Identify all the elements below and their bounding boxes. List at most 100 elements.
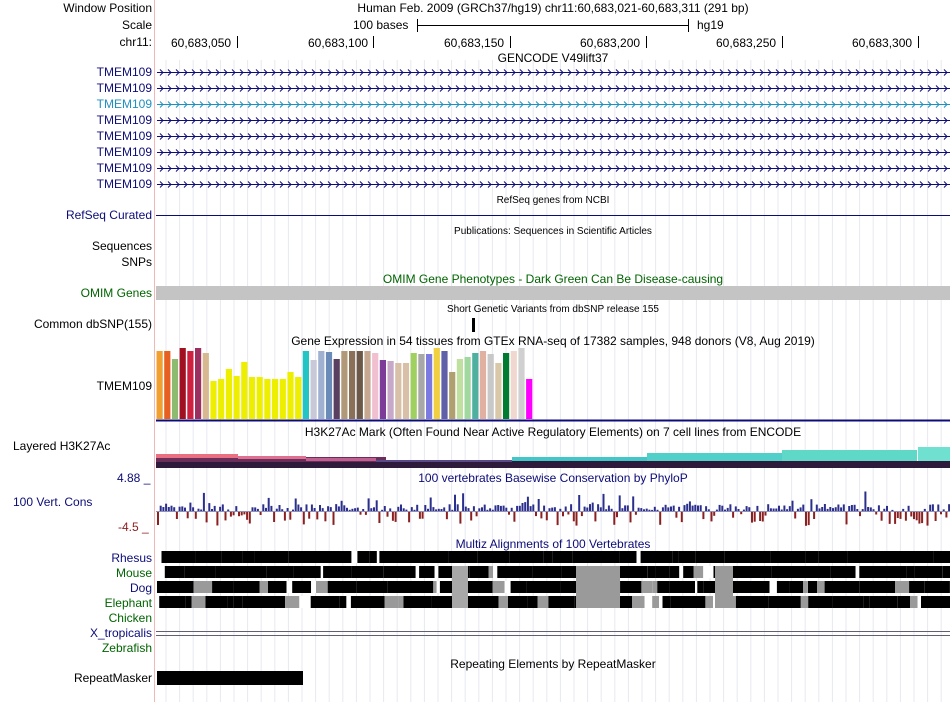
alignment-block [863,596,870,608]
publications-sequences-label[interactable]: Sequences [91,239,152,253]
phylop-score-bar [292,509,294,511]
phylop-score-bar [502,505,505,511]
alignment-block [830,566,856,578]
alignment-block [157,566,163,578]
multiz-species-label[interactable]: Zebrafish [101,641,152,655]
phylop-score-bar [653,506,656,511]
ruler-tick-label: 60,683,050 [171,36,232,50]
chromosome-label: chr11: [119,35,152,49]
phylop-score-bar [823,504,826,511]
phylop-score-bar [945,512,948,518]
phylop-score-bar [505,507,508,511]
alignment-block [221,551,243,563]
phylop-score-bar [869,507,872,511]
gencode-transcript-label[interactable]: TMEM109 [96,129,152,143]
alignment-block [847,551,881,563]
phylop-score-bar [661,507,664,511]
refseq-track-label[interactable]: RefSeq Curated [65,208,152,222]
gencode-transcript-label-highlighted[interactable]: TMEM109 [96,97,152,111]
alignment-block [387,581,406,593]
gencode-transcript-label[interactable]: TMEM109 [96,113,152,127]
alignment-block [498,596,508,608]
phylop-score-bar [481,507,483,511]
alignment-block [770,551,806,563]
base-position-ruler [237,19,919,48]
phylop-score-bar [688,501,691,511]
alignment-block [268,581,287,593]
phylop-score-bar [316,512,319,520]
phylop-score-bar [786,509,789,511]
alignment-block [683,566,694,578]
alignment-block [910,596,918,608]
alignment-block [657,581,670,593]
omim-track-label[interactable]: OMIM Genes [80,286,152,300]
transcript-strand-arrows [159,165,948,172]
h3k27ac-layer [376,460,512,462]
gtex-tissue-bar [248,377,256,419]
alignment-block [537,596,549,608]
phylop-score-bar [918,512,921,524]
phylop-score-bar [637,507,640,511]
phylop-score-bar [254,507,257,511]
alignment-block [477,551,510,563]
phylop-score-bar [308,512,311,519]
alignment-block [768,596,801,608]
phylop-score-bar [594,512,597,522]
phylop-track-label[interactable]: 100 Vert. Cons [13,495,93,509]
multiz-species-label[interactable]: Dog [129,581,152,595]
scale-db-label: hg19 [697,18,724,32]
phylop-score-bar [410,507,413,511]
gencode-transcript-label[interactable]: TMEM109 [96,81,152,95]
alignment-block [383,566,416,578]
phylop-score-bar [859,512,861,517]
phylop-score-bar [545,512,548,521]
publications-snps-label[interactable]: SNPs [121,255,152,269]
phylop-score-bar [915,512,918,521]
multiz-species-label[interactable]: Chicken [108,611,152,625]
phylop-score-bar [162,507,165,511]
phylop-score-bar [478,508,481,511]
phylop-score-bar [229,512,232,517]
alignment-block [195,551,222,563]
phylop-score-bar [672,505,675,511]
phylop-score-bar [856,509,859,511]
phylop-score-bar [575,512,578,526]
alignment-block [526,581,561,593]
alignment-block [419,566,435,578]
phylop-score-bar [227,509,230,511]
gencode-transcript-label[interactable]: TMEM109 [96,145,152,159]
phylop-score-bar [624,505,627,511]
gencode-transcript-label[interactable]: TMEM109 [96,161,152,175]
gencode-transcript-label[interactable]: TMEM109 [96,177,152,191]
gtex-tissue-bar [318,351,325,419]
phylop-score-bar [643,509,645,511]
phylop-score-bar [699,505,702,511]
gencode-transcript-label[interactable]: TMEM109 [96,65,152,79]
phylop-score-bar [327,506,330,511]
label-divider [154,0,155,702]
gtex-tissue-bar [402,363,410,419]
gtex-tissue-bar [472,353,479,419]
phylop-score-bar [175,512,178,519]
multiz-species-label[interactable]: Elephant [104,596,152,610]
dbsnp-track-label[interactable]: Common dbSNP(155) [33,317,152,331]
multiz-species-label[interactable]: Rhesus [111,551,152,565]
alignment-block [648,596,653,608]
gtex-track-label[interactable]: TMEM109 [96,379,152,393]
phylop-score-bar [842,504,845,511]
gtex-tissue-bar [379,360,386,419]
ruler-tick-label: 60,683,300 [852,36,913,50]
phylop-score-bar [861,509,864,511]
phylop-score-bar [559,508,562,511]
phylop-score-bar [329,507,332,511]
multiz-species-label[interactable]: Mouse [115,566,152,580]
phylop-score-bar [370,508,373,511]
repeatmasker-track-label[interactable]: RepeatMasker [73,671,152,685]
window-position-label: Window Position [63,1,152,15]
alignment-block [895,581,910,593]
h3k27ac-track-label[interactable]: Layered H3K27Ac [13,439,111,453]
multiz-species-label[interactable]: X_tropicalis [89,626,152,640]
phylop-score-bar [902,508,905,511]
phylop-score-bar [513,512,516,522]
